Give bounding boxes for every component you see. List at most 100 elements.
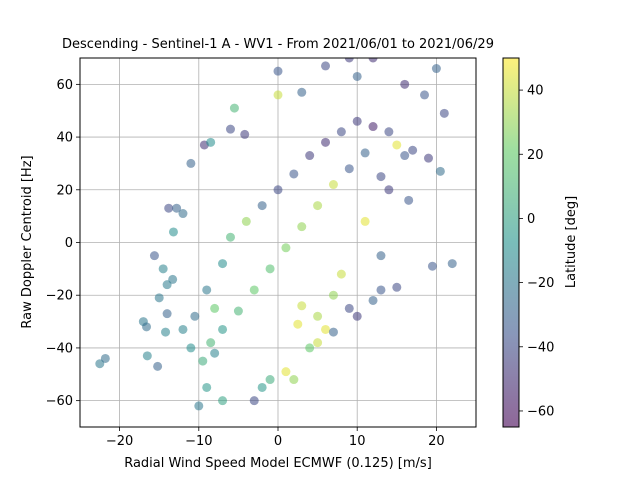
scatter-point	[142, 322, 152, 332]
scatter-point	[164, 203, 174, 213]
scatter-point	[321, 61, 331, 71]
scatter-point	[149, 251, 159, 261]
scatter-point	[321, 137, 331, 147]
scatter-point	[400, 151, 410, 161]
scatter-point	[153, 361, 163, 371]
scatter-point	[336, 127, 346, 137]
scatter-point	[313, 338, 323, 348]
scatter-point	[447, 259, 457, 269]
scatter-point	[161, 327, 171, 337]
y-tick-label: −60	[46, 394, 73, 409]
scatter-point	[257, 382, 267, 392]
scatter-point	[376, 172, 386, 182]
y-tick-label: −40	[46, 341, 73, 356]
colorbar-tick-label: 0	[527, 212, 535, 227]
scatter-point	[241, 216, 251, 226]
scatter-point	[202, 285, 212, 295]
grid	[80, 58, 476, 427]
scatter-point	[305, 343, 315, 353]
scatter-point	[305, 151, 315, 161]
scatter-point	[313, 311, 323, 321]
scatter-point	[218, 259, 228, 269]
scatter-point	[218, 396, 228, 406]
scatter-point	[328, 180, 338, 190]
scatter-point	[427, 261, 437, 271]
scatter-point	[178, 209, 188, 219]
scatter-point	[206, 137, 216, 147]
colorbar-ticks: −60 −40 −20 0 20 40	[519, 84, 554, 419]
scatter-point	[210, 348, 220, 358]
scatter-point	[100, 353, 110, 363]
scatter-point	[281, 243, 291, 253]
scatter-point	[420, 90, 430, 100]
y-axis-label: Raw Doppler Centroid [Hz]	[20, 155, 35, 328]
scatter-point	[344, 303, 354, 313]
scatter-point	[249, 285, 259, 295]
scatter-point	[172, 203, 182, 213]
scatter-point	[313, 201, 323, 211]
scatter-point	[368, 58, 378, 63]
scatter-point	[142, 351, 152, 361]
scatter-point	[404, 195, 414, 205]
scatter-point	[229, 103, 239, 113]
scatter-point	[297, 301, 307, 311]
scatter-point	[257, 201, 267, 211]
scatter-point	[289, 375, 299, 385]
scatter-point	[439, 108, 449, 118]
scatter-point	[400, 79, 410, 89]
chart-title: Descending - Sentinel-1 A - WV1 - From 2…	[62, 37, 494, 52]
scatter-point	[289, 169, 299, 179]
y-tick-label: 40	[56, 131, 73, 146]
scatter-point	[408, 145, 418, 155]
scatter-point	[265, 264, 275, 274]
x-tick-label: −10	[185, 434, 212, 449]
scatter-point	[344, 164, 354, 174]
scatter-point	[293, 319, 303, 329]
scatter-point	[384, 185, 394, 195]
scatter-point	[158, 264, 168, 274]
scatter-point	[392, 140, 402, 150]
colorbar-tick-label: 20	[527, 148, 544, 163]
y-axis-ticks: −60 −40 −20 0 20 40 60	[46, 78, 80, 409]
scatter-point	[233, 306, 243, 316]
scatter-point	[249, 396, 259, 406]
scatter-point	[431, 64, 441, 74]
scatter-point	[194, 401, 204, 411]
colorbar-gradient	[503, 58, 519, 427]
scatter-point	[178, 324, 188, 334]
colorbar-frame	[502, 57, 520, 428]
scatter-point	[384, 127, 394, 137]
scatter-point	[297, 87, 307, 97]
colorbar-tick-label: 40	[527, 84, 544, 99]
scatter-point	[376, 285, 386, 295]
scatter-point	[352, 71, 362, 81]
x-axis-ticks: −20 −10 0 10 20	[106, 427, 445, 449]
x-tick-label: −20	[106, 434, 133, 449]
scatter-point	[392, 282, 402, 292]
scatter-point	[273, 185, 283, 195]
y-tick-label: 0	[65, 236, 73, 251]
scatter-point	[297, 222, 307, 232]
y-tick-label: −20	[46, 289, 73, 304]
scatter-point	[162, 309, 172, 319]
scatter-points	[95, 58, 457, 411]
scatter-point	[190, 311, 200, 321]
scatter-point	[206, 338, 216, 348]
scatter-point	[198, 356, 208, 366]
scatter-point	[281, 367, 291, 377]
x-axis-label: Radial Wind Speed Model ECMWF (0.125) [m…	[124, 456, 432, 471]
scatter-point	[186, 158, 196, 168]
scatter-point	[352, 311, 362, 321]
scatter-point	[368, 122, 378, 132]
colorbar-tick-label: −20	[527, 276, 554, 291]
x-tick-label: 10	[349, 434, 366, 449]
scatter-point	[210, 303, 220, 313]
scatter-point	[240, 129, 250, 139]
scatter-point	[168, 274, 178, 284]
x-tick-label: 0	[274, 434, 282, 449]
scatter-point	[154, 293, 164, 303]
scatter-point	[218, 324, 228, 334]
plot-area	[79, 57, 477, 428]
colorbar: −60 −40 −20 0 20 40 Latitude [deg]	[502, 57, 579, 428]
